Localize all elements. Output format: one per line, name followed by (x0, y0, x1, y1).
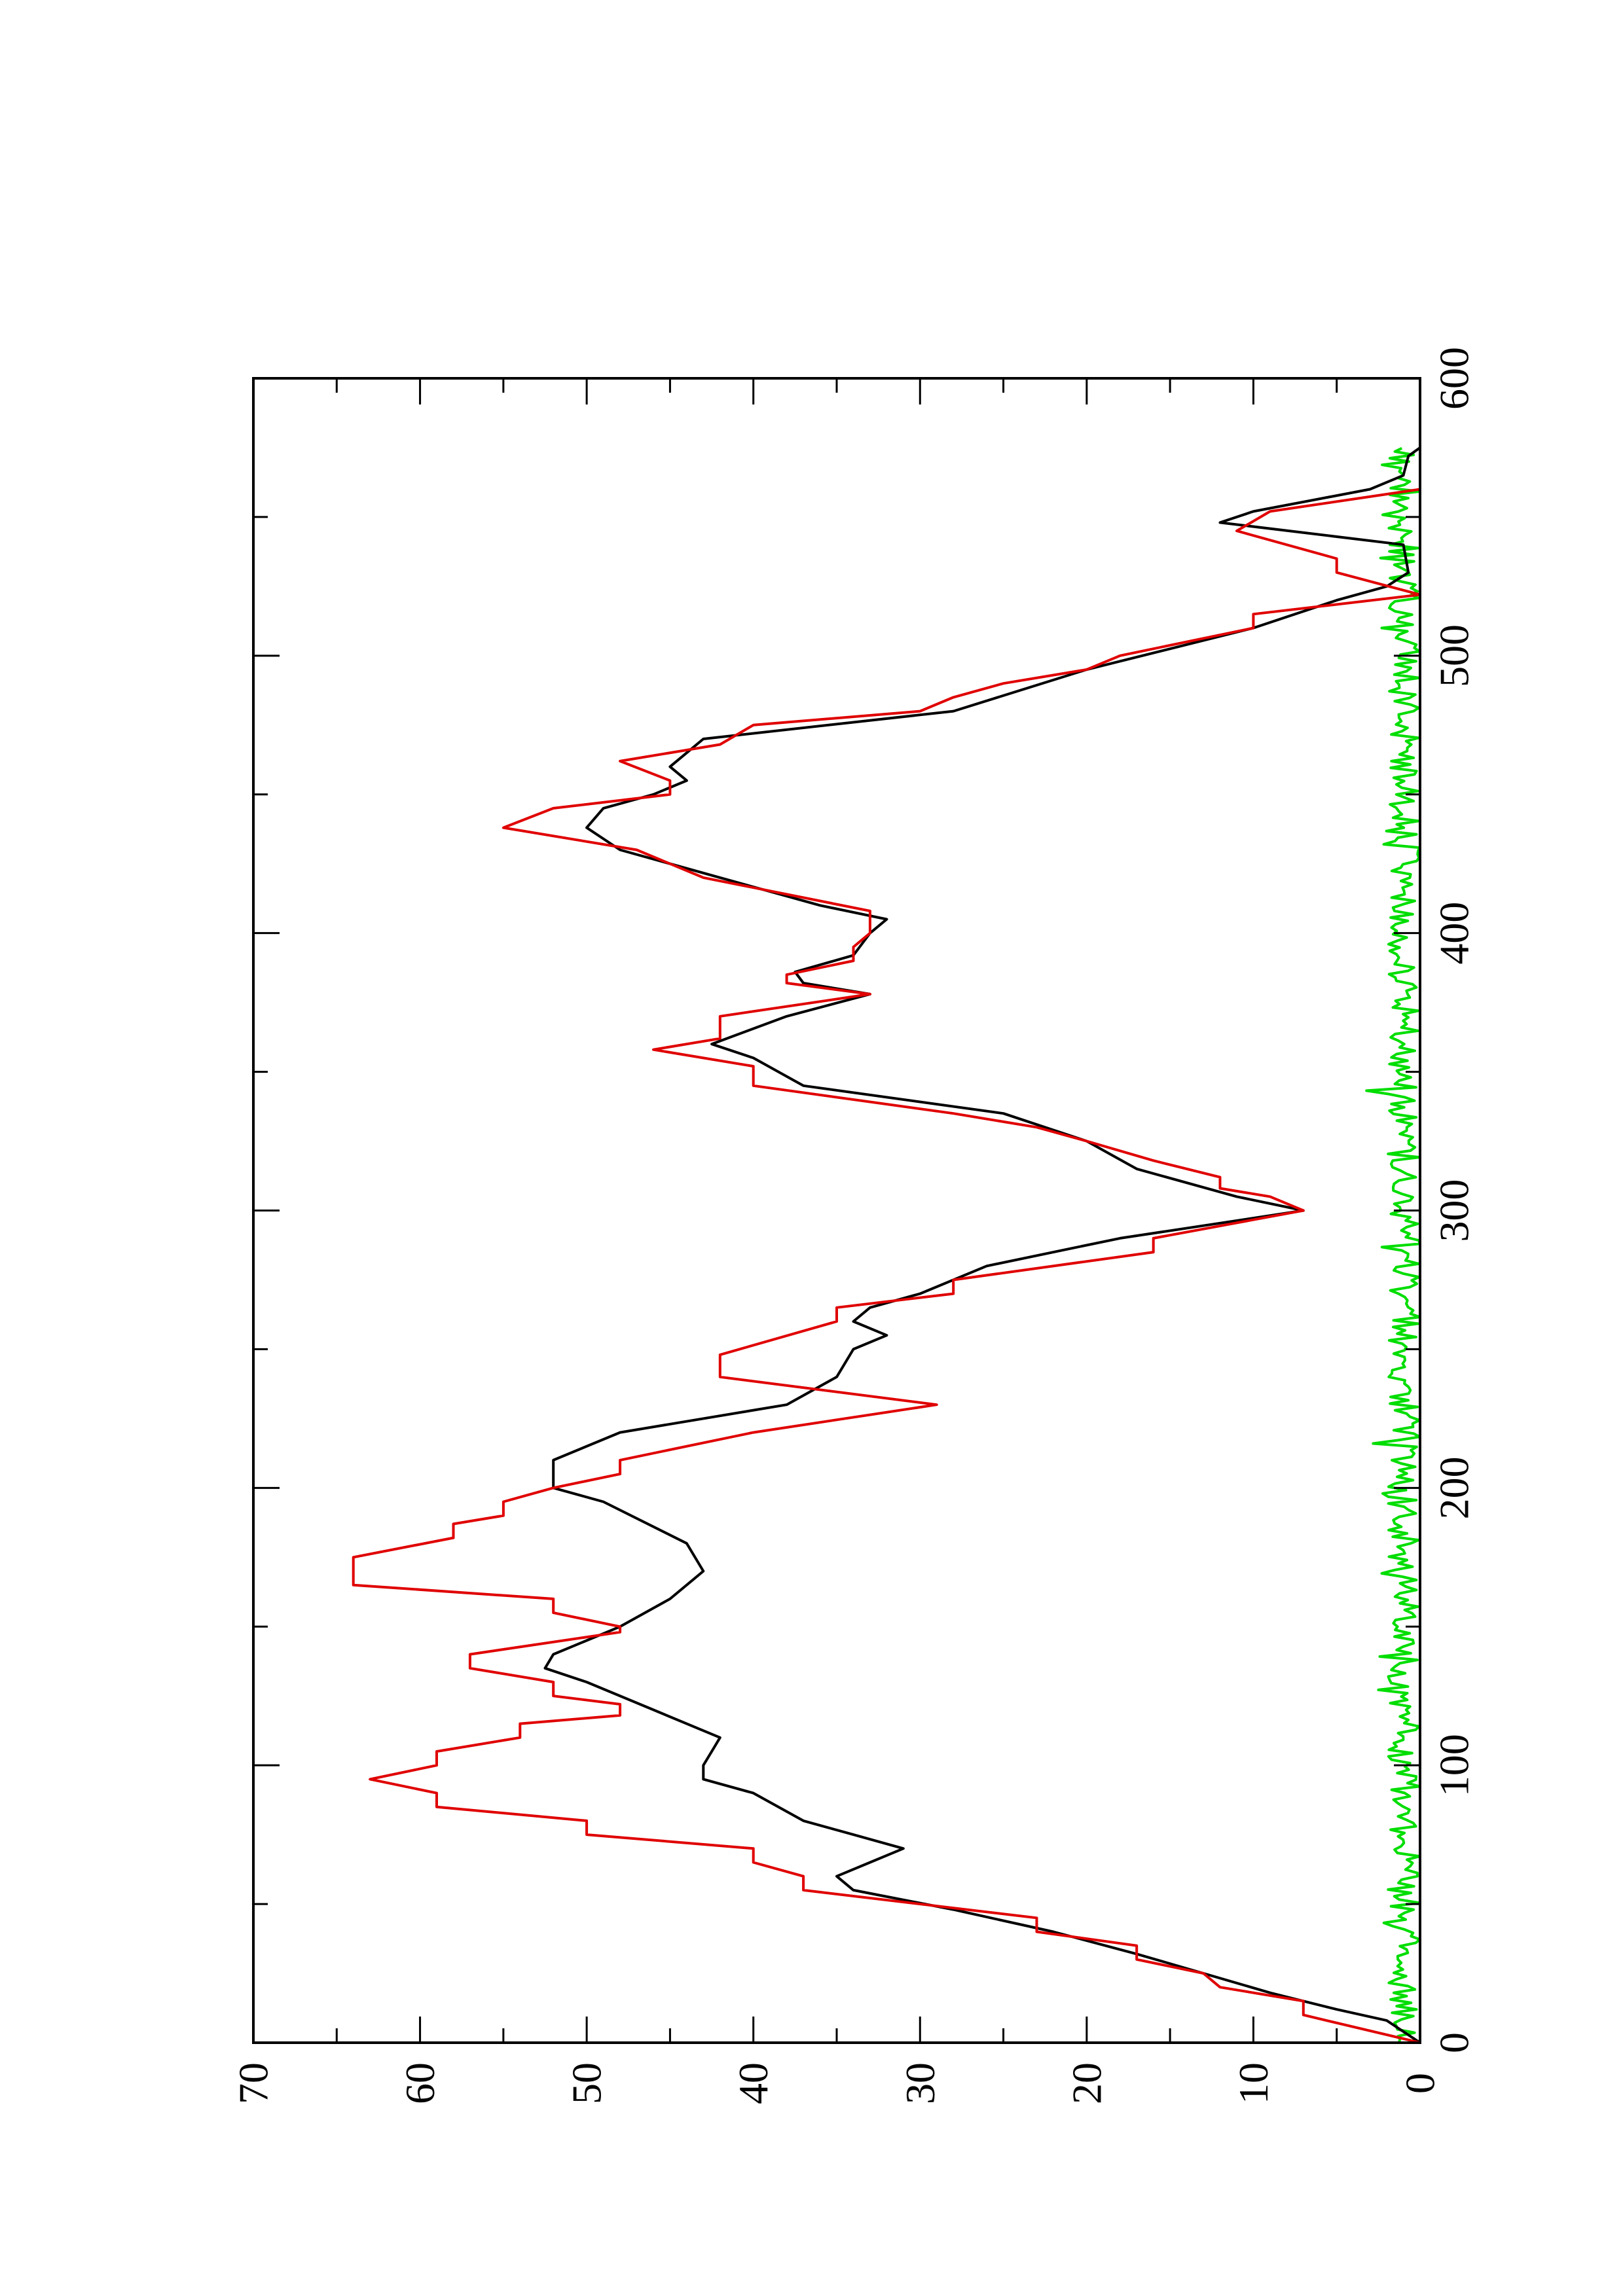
x-tick-label: 200 (1431, 1456, 1478, 1519)
y-tick-label: 0 (1397, 2073, 1444, 2094)
x-tick-label: 600 (1431, 347, 1478, 410)
y-tick-label: 20 (1063, 2062, 1110, 2104)
y-tick-label: 40 (730, 2062, 776, 2104)
x-tick-label: 500 (1431, 624, 1478, 687)
y-tick-label: 10 (1230, 2062, 1277, 2104)
x-tick-label: 100 (1431, 1734, 1478, 1797)
y-tick-label: 30 (897, 2062, 943, 2104)
series-layer (352, 446, 1421, 2044)
series-black-line (543, 446, 1421, 2044)
y-tick-label: 60 (397, 2062, 443, 2104)
x-tick-label: 400 (1431, 902, 1478, 965)
series-green-line (1365, 446, 1421, 2043)
plot-frame (252, 377, 1421, 2044)
series-red-line (352, 448, 1421, 2044)
plot-area (252, 377, 1421, 2044)
x-tick-label: 300 (1431, 1179, 1478, 1242)
tick-marks (252, 377, 1421, 2044)
tick-labels: 0 100 200 300 400 500 600 0 10 20 30 40 50 60 70 (230, 347, 1478, 2104)
y-tick-label: 70 (230, 2062, 277, 2104)
x-tick-label: 0 (1431, 2032, 1478, 2053)
y-tick-label: 50 (564, 2062, 610, 2104)
